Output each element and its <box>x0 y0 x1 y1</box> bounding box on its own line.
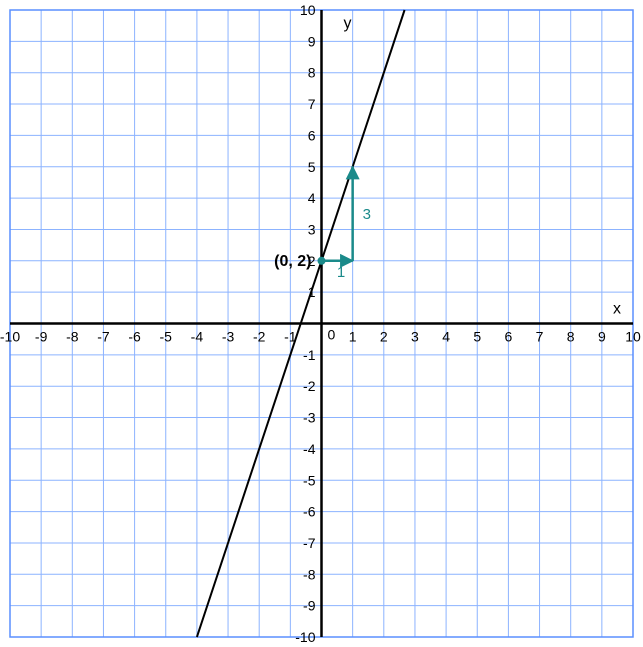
tick-label: 5 <box>308 159 316 175</box>
tick-label: -10 <box>295 629 315 645</box>
tick-label: -6 <box>303 504 316 520</box>
tick-label: -7 <box>97 329 110 345</box>
tick-label: 7 <box>308 96 316 112</box>
tick-label: -10 <box>0 329 20 345</box>
tick-label: 10 <box>300 2 316 18</box>
tick-label: -8 <box>303 566 316 582</box>
tick-label: 8 <box>567 329 575 345</box>
tick-label: 3 <box>411 329 419 345</box>
tick-label: -5 <box>303 472 316 488</box>
coordinate-plane-chart: -10-9-8-7-6-5-4-3-2-1012345678910-10-9-8… <box>0 0 643 647</box>
tick-label: 10 <box>625 329 641 345</box>
tick-label: -2 <box>253 329 266 345</box>
tick-label: 9 <box>308 33 316 49</box>
tick-label: -2 <box>303 378 316 394</box>
chart-svg: -10-9-8-7-6-5-4-3-2-1012345678910-10-9-8… <box>0 0 643 647</box>
tick-label: -8 <box>66 329 79 345</box>
tick-label: -3 <box>222 329 235 345</box>
tick-label: -4 <box>191 329 204 345</box>
tick-label: 8 <box>308 65 316 81</box>
tick-label: 9 <box>598 329 606 345</box>
y-intercept-point <box>318 257 326 265</box>
run-label: 1 <box>337 264 345 281</box>
tick-label: 0 <box>328 327 336 343</box>
tick-label: -1 <box>303 347 316 363</box>
tick-label: 4 <box>308 190 316 206</box>
tick-label: -6 <box>128 329 141 345</box>
tick-label: 1 <box>349 329 357 345</box>
x-axis-label: x <box>613 301 621 318</box>
tick-label: -9 <box>35 329 48 345</box>
tick-label: 4 <box>442 329 450 345</box>
tick-label: 6 <box>505 329 513 345</box>
tick-label: 7 <box>536 329 544 345</box>
tick-label: -4 <box>303 441 316 457</box>
point-label: (0, 2) <box>274 253 311 270</box>
tick-label: -9 <box>303 598 316 614</box>
tick-label: 5 <box>473 329 481 345</box>
tick-label: -5 <box>160 329 173 345</box>
tick-label: 6 <box>308 127 316 143</box>
y-axis-label: y <box>344 15 352 32</box>
rise-label: 3 <box>363 206 371 223</box>
tick-label: 3 <box>308 221 316 237</box>
tick-label: 2 <box>380 329 388 345</box>
tick-label: -7 <box>303 535 316 551</box>
tick-label: -3 <box>303 410 316 426</box>
